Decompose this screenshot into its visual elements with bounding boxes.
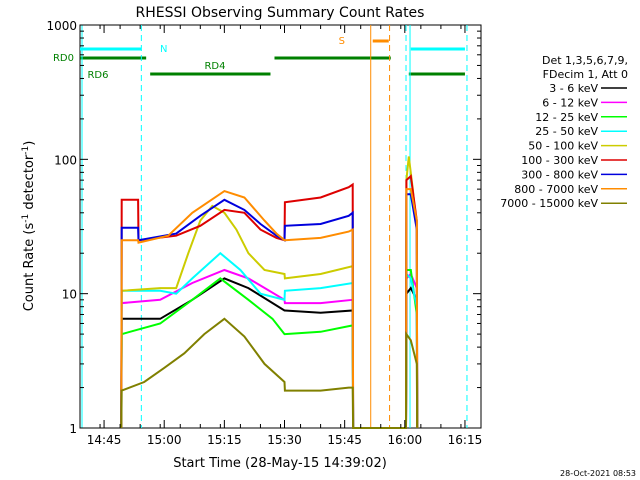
series-line [120, 317, 419, 429]
legend-header-line2: FDecim 1, Att 0 [543, 68, 628, 81]
series-line [120, 156, 419, 429]
chart-title: RHESSI Observing Summary Count Rates [136, 5, 425, 21]
x-tick-label: 16:15 [448, 433, 483, 447]
series-line [120, 277, 419, 429]
status-bar-label: S [339, 36, 345, 47]
x-tick-label: 15:45 [327, 433, 362, 447]
series-line [120, 188, 419, 429]
legend-entry-label: 7000 - 15000 keV [500, 197, 598, 210]
status-bar-label: RD4 [204, 61, 225, 72]
legend-entry-label: 300 - 800 keV [521, 168, 598, 181]
y-tick-label: 1 [69, 422, 77, 436]
legend-entry-label: 25 - 50 keV [535, 125, 598, 138]
y-tick-label: 100 [54, 153, 77, 167]
x-tick-label: 15:30 [267, 433, 302, 447]
series-lines [120, 156, 419, 429]
legend-entry-label: 800 - 7000 keV [514, 183, 598, 196]
axes: 14:45 15:00 15:15 15:30 15:45 16:00 16:15 1 10 10… [46, 19, 482, 447]
status-bar-label: N [160, 44, 167, 55]
legend-entry-label: 6 - 12 keV [542, 96, 598, 109]
status-bars: N S RD0 RD4 RD6 [53, 36, 465, 81]
x-tick-label: 15:15 [207, 433, 242, 447]
legend-entry-label: 3 - 6 keV [549, 82, 598, 95]
legend-entry-label: 100 - 300 keV [521, 154, 598, 167]
footer-date: 28-Oct-2021 08:53 [560, 469, 636, 478]
x-tick-label: 16:00 [388, 433, 423, 447]
status-bar-label: RD6 [87, 70, 108, 81]
legend-entry-label: 50 - 100 keV [528, 140, 598, 153]
y-tick-label: 1000 [46, 19, 77, 33]
legend-header-line1: Det 1,3,5,6,7,9, [542, 54, 628, 67]
y-tick-label: 10 [62, 288, 77, 302]
series-line [120, 269, 419, 429]
legend-entry-label: 12 - 25 keV [535, 111, 598, 124]
x-tick-label: 14:45 [87, 433, 122, 447]
y-axis-label: Count Rate (s-1 detector-1) [21, 141, 37, 312]
status-bar-label: RD0 [53, 53, 74, 64]
x-axis-label: Start Time (28-May-15 14:39:02) [173, 456, 387, 471]
x-tick-label: 15:00 [147, 433, 182, 447]
legend: Det 1,3,5,6,7,9, FDecim 1, Att 0 3 - 6 k… [500, 54, 628, 210]
